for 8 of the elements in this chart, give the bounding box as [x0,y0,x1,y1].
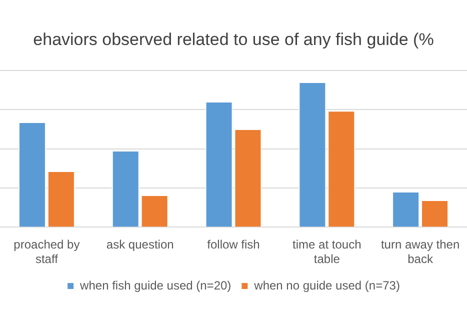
x-tick-label: proached by staff [14,238,80,266]
x-tick-label: turn away then back [380,238,460,266]
legend-label: when fish guide used (n=20) [79,278,232,292]
x-tick-label: ask question [106,238,174,252]
x-tick-label: time at touch table [292,238,362,266]
x-tick-label: follow fish [207,238,260,252]
legend-label: when no guide used (n=73) [253,278,400,292]
chart-title: ehaviors observed related to use of any fish guide (% [33,30,434,49]
